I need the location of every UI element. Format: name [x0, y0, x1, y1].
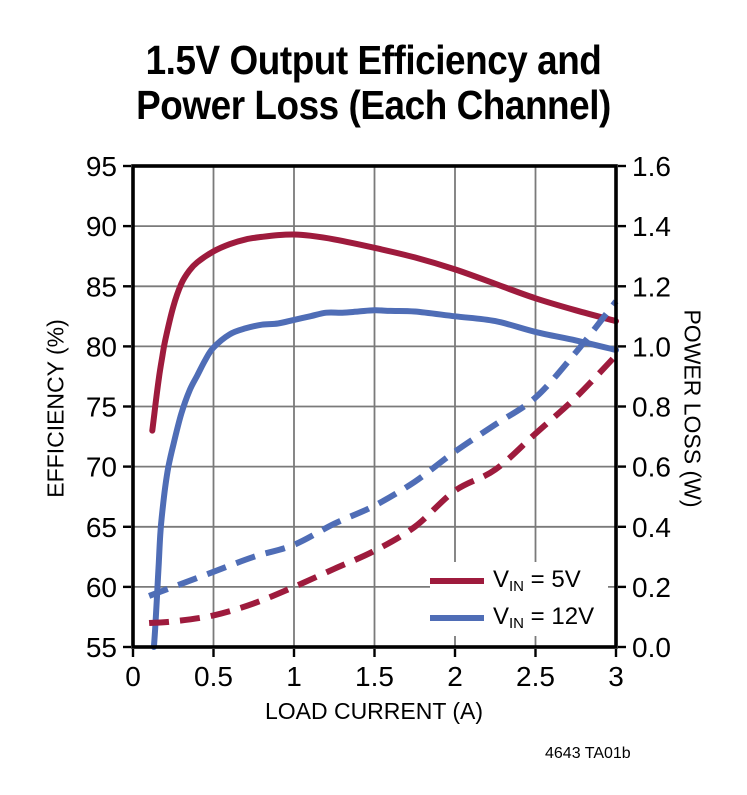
legend-swatch-vin5	[430, 577, 484, 584]
y-right-tick-label: 1.4	[632, 211, 671, 242]
axis-title-load-current: LOAD CURRENT (A)	[264, 698, 484, 724]
x-tick-label: 3	[608, 661, 624, 692]
efficiency-curve-vin5	[149, 231, 619, 434]
y-right-tick-label: 1.0	[632, 331, 671, 362]
y-left-tick-label: 60	[86, 572, 117, 603]
plot-frame	[131, 164, 618, 649]
efficiency-curve-vin12	[150, 307, 619, 650]
legend-label-vin12: VIN = 12V	[493, 603, 595, 632]
y-left-tick-label: 70	[86, 452, 117, 483]
axis-title-efficiency: EFFICIENCY (%)	[42, 319, 69, 498]
y-left-tick-label: 80	[86, 331, 117, 362]
y-left-tick-label: 75	[86, 392, 117, 423]
y-left-tick-label: 90	[86, 211, 117, 242]
y-right-tick-label: 1.2	[632, 271, 671, 302]
chart-title: 1.5V Output Efficiency and Power Loss (E…	[37, 37, 709, 129]
y-left-tick-label: 85	[86, 271, 117, 302]
x-tick-label: 0	[125, 661, 141, 692]
y-left-tick-label: 65	[86, 512, 117, 543]
power-loss-curve-vin5	[148, 353, 619, 626]
legend-item-vin12: VIN = 12V	[430, 602, 608, 634]
y-right-tick-label: 0.0	[632, 632, 671, 663]
chart-title-line1: 1.5V Output Efficiency and	[145, 37, 602, 83]
y-left-tick-label: 95	[86, 151, 117, 182]
y-right-tick-label: 0.2	[632, 572, 671, 603]
axis-title-power-loss: POWER LOSS (W)	[679, 309, 706, 508]
x-tick-label: 1	[286, 661, 302, 692]
power-loss-curve-vin12	[148, 299, 619, 599]
legend-label-vin5: VIN = 5V	[493, 566, 581, 595]
chart-title-line2: Power Loss (Each Channel)	[136, 82, 611, 129]
x-tick-label: 1.5	[355, 661, 394, 692]
legend-swatch-vin12	[430, 614, 484, 621]
y-right-tick-label: 0.6	[632, 452, 671, 483]
x-tick-label: 2.5	[516, 661, 555, 692]
y-left-tick-label: 55	[86, 632, 117, 663]
legend: VIN = 5V VIN = 12V	[430, 562, 608, 636]
x-tick-label: 2	[447, 661, 463, 692]
y-right-tick-label: 0.4	[632, 512, 671, 543]
legend-item-vin5: VIN = 5V	[430, 565, 608, 597]
figure-code: 4643 TA01b	[545, 745, 631, 762]
y-right-tick-label: 0.8	[632, 392, 671, 423]
x-tick-label: 0.5	[194, 661, 233, 692]
y-right-tick-label: 1.6	[632, 151, 671, 182]
